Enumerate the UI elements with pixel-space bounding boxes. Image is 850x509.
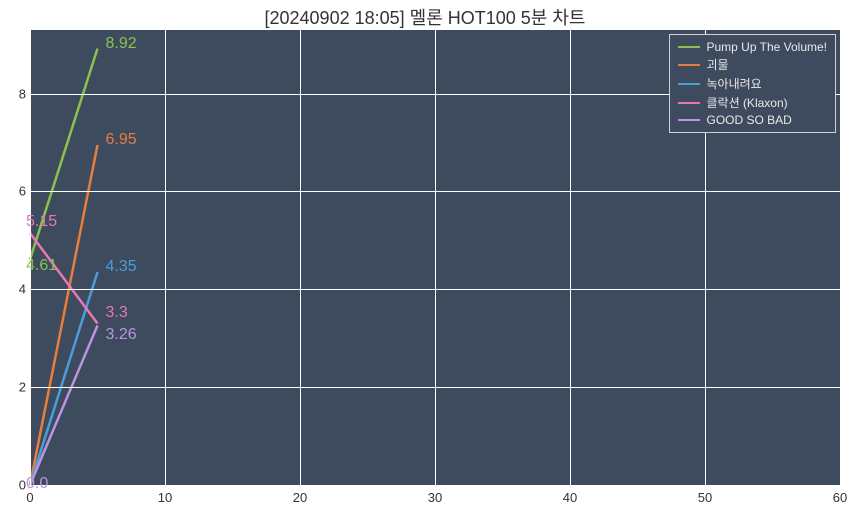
x-tick-label: 0: [26, 490, 33, 505]
chart-title: [20240902 18:05] 멜론 HOT100 5분 차트: [0, 0, 850, 30]
legend-label: Pump Up The Volume!: [706, 40, 827, 54]
x-tick-label: 40: [563, 490, 577, 505]
legend-swatch: [678, 64, 700, 66]
legend-label: GOOD SO BAD: [706, 113, 791, 127]
x-tick-label: 60: [833, 490, 847, 505]
y-tick-label: 0: [8, 478, 26, 493]
data-label: 3.26: [106, 326, 137, 344]
x-tick-label: 50: [698, 490, 712, 505]
legend-swatch: [678, 46, 700, 48]
legend-item: Pump Up The Volume!: [678, 39, 827, 55]
x-tick-label: 10: [158, 490, 172, 505]
x-tick-label: 20: [293, 490, 307, 505]
gridline-h: [30, 191, 840, 192]
y-tick-label: 6: [8, 184, 26, 199]
chart-container: [20240902 18:05] 멜론 HOT100 5분 차트 8.92 6.9…: [0, 0, 850, 509]
legend-swatch: [678, 102, 700, 104]
series-line: [30, 272, 98, 485]
series-line: [30, 145, 98, 485]
data-label: 4.61: [26, 257, 57, 275]
x-tick-label: 30: [428, 490, 442, 505]
legend-item: 클락션 (Klaxon): [678, 93, 827, 112]
series-line: [30, 326, 98, 485]
y-tick-label: 2: [8, 380, 26, 395]
gridline-h: [30, 289, 840, 290]
gridline-v: [300, 30, 301, 485]
data-label: 5.15: [26, 213, 57, 231]
legend-label: 괴물: [706, 56, 728, 73]
data-label: 8.92: [106, 35, 137, 53]
gridline-v: [840, 30, 841, 485]
legend: Pump Up The Volume! 괴물녹아내려요클락션 (Klaxon) GO…: [669, 34, 836, 133]
gridline-v: [435, 30, 436, 485]
gridline-h: [30, 387, 840, 388]
legend-item: 녹아내려요: [678, 74, 827, 93]
legend-swatch: [678, 119, 700, 121]
y-tick-label: 8: [8, 86, 26, 101]
legend-item: GOOD SO BAD: [678, 112, 827, 128]
legend-item: 괴물: [678, 55, 827, 74]
gridline-v: [570, 30, 571, 485]
gridline-h: [30, 485, 840, 486]
gridline-v: [165, 30, 166, 485]
data-label: 6.95: [106, 131, 137, 149]
legend-label: 녹아내려요: [706, 75, 761, 92]
legend-label: 클락션 (Klaxon): [706, 94, 787, 111]
y-tick-label: 4: [8, 282, 26, 297]
data-label: 4.35: [106, 258, 137, 276]
data-label: 3.3: [106, 304, 128, 322]
legend-swatch: [678, 83, 700, 85]
